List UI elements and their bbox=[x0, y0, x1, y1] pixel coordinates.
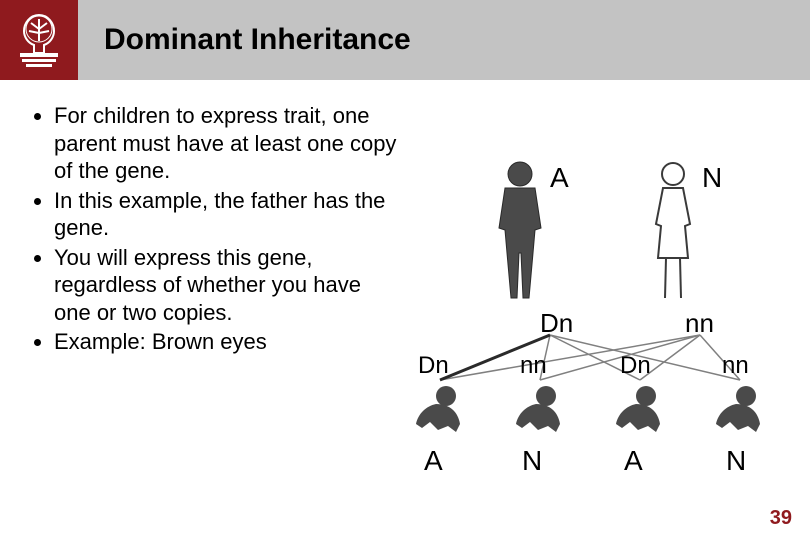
university-logo bbox=[0, 0, 78, 80]
child-figure-icon bbox=[408, 382, 468, 437]
child-phenotype-label: A bbox=[624, 445, 643, 477]
slide-title: Dominant Inheritance bbox=[104, 23, 411, 57]
child-genotype-label: Dn bbox=[418, 352, 449, 380]
child-figure-icon bbox=[508, 382, 568, 437]
child-genotype-label: nn bbox=[520, 352, 547, 380]
child-phenotype-label: N bbox=[726, 445, 746, 477]
page-number: 39 bbox=[770, 507, 792, 530]
mother-genotype-label: nn bbox=[685, 308, 714, 339]
bullet-item: For children to express trait, one paren… bbox=[54, 102, 400, 185]
father-figure-icon bbox=[485, 158, 555, 308]
title-bar: Dominant Inheritance bbox=[0, 0, 810, 80]
bullet-list: For children to express trait, one paren… bbox=[30, 102, 400, 358]
child-figure-icon bbox=[608, 382, 668, 437]
father-genotype-label: Dn bbox=[540, 308, 573, 339]
bullet-item: In this example, the father has the gene… bbox=[54, 187, 400, 242]
palmetto-crest-icon bbox=[12, 9, 66, 71]
child-phenotype-label: A bbox=[424, 445, 443, 477]
child-phenotype-label: N bbox=[522, 445, 542, 477]
child-genotype-label: nn bbox=[722, 352, 749, 380]
bullet-item: You will express this gene, regardless o… bbox=[54, 244, 400, 327]
inheritance-diagram: A N Dn nn bbox=[400, 120, 800, 490]
bullet-item: Example: Brown eyes bbox=[54, 328, 400, 356]
child-genotype-label: Dn bbox=[620, 352, 651, 380]
mother-figure-icon bbox=[638, 158, 708, 308]
child-figure-icon bbox=[708, 382, 768, 437]
